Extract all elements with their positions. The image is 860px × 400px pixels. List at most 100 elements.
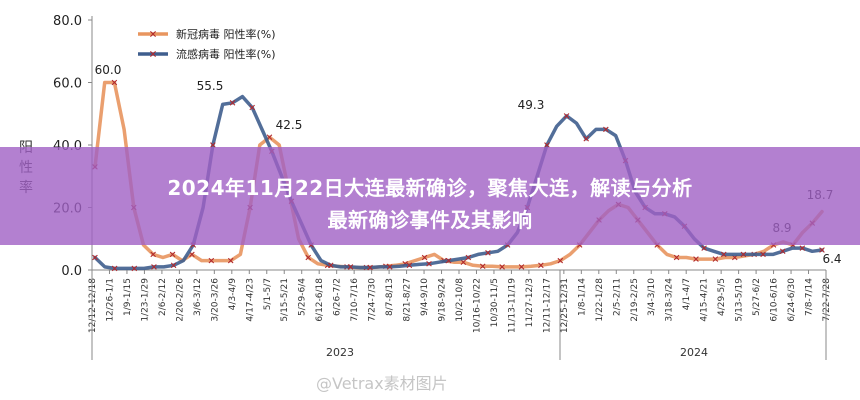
data-point-marker	[92, 254, 98, 261]
banner-title-line-2: 最新确诊事件及其影响	[327, 208, 533, 232]
legend-marker	[150, 51, 156, 57]
legend-marker	[150, 31, 156, 37]
x-tick-label: 9/4-9/10	[420, 278, 430, 316]
data-point-marker	[111, 79, 118, 86]
data-point-marker	[421, 254, 428, 261]
data-point-marker	[465, 254, 472, 261]
data-point-marker	[170, 262, 177, 269]
x-tick-label: 12/11-12/17	[542, 278, 552, 333]
x-tick-label: 4/29-5/5	[717, 278, 727, 316]
data-point-marker	[367, 264, 373, 271]
x-tick-label: 12/12-12/18	[88, 278, 98, 333]
x-tick-label: 4/3-4/9	[228, 278, 238, 310]
data-point-marker	[799, 245, 806, 251]
x-tick-label: 4/1-4/7	[682, 278, 692, 310]
x-tick-label: 2/6-2/12	[158, 278, 168, 316]
x-tick-label: 5/13-5/19	[735, 278, 745, 322]
y-tick-label: 0.0	[61, 264, 82, 279]
x-tick-label: 3/20-3/26	[210, 278, 220, 322]
data-point-marker	[479, 263, 486, 270]
data-label: 42.5	[276, 118, 303, 132]
x-tick-label: 10/30-11/5	[490, 278, 500, 327]
x-tick-label: 11/27-12/3	[525, 278, 535, 327]
x-tick-label: 7/8-7/14	[805, 278, 815, 316]
x-tick-label: 7/10-7/16	[350, 278, 360, 322]
data-point-marker	[445, 257, 452, 264]
y-tick-label: 80.0	[53, 14, 82, 29]
data-point-marker	[557, 257, 564, 264]
data-point-marker	[693, 256, 699, 262]
data-point-marker	[426, 260, 432, 267]
x-tick-label: 6/26-7/2	[333, 278, 343, 316]
x-tick-label: 12/25-12/31	[560, 278, 570, 333]
x-tick-label: 6/12-6/18	[315, 278, 325, 322]
x-tick-label: 1/22-1/28	[595, 278, 605, 322]
year-label-2024: 2024	[680, 346, 708, 359]
x-tick-label: 9/18-9/24	[438, 278, 448, 322]
data-point-marker	[499, 264, 505, 270]
data-point-marker	[227, 257, 234, 264]
data-point-marker	[305, 254, 312, 261]
x-tick-label: 10/16-10/22	[472, 278, 482, 333]
data-point-marker	[740, 251, 747, 258]
data-point-marker	[151, 264, 157, 270]
data-point-marker	[603, 126, 609, 133]
data-point-marker	[386, 264, 393, 270]
legend-label: 流感病毒 阳性率(%)	[176, 47, 276, 61]
data-point-marker	[779, 248, 786, 255]
x-tick-label: 2/5-2/11	[612, 278, 622, 316]
data-point-marker	[131, 265, 138, 272]
data-point-marker	[538, 262, 544, 269]
data-point-marker	[150, 251, 156, 258]
x-tick-label: 7/24-7/30	[368, 278, 378, 322]
data-point-marker	[563, 113, 570, 119]
data-label: 6.4	[822, 252, 841, 266]
data-point-marker	[347, 264, 354, 270]
data-point-marker	[712, 256, 719, 262]
banner-title-line-1: 2024年11月22日大连最新确诊，聚焦大连，解读与分析	[167, 176, 693, 200]
x-tick-label: 2/19-2/25	[630, 278, 640, 322]
x-tick-label: 5/1-5/7	[263, 278, 273, 310]
x-tick-label: 10/2-10/8	[455, 278, 465, 322]
data-point-marker	[327, 262, 334, 269]
title-banner	[0, 147, 860, 245]
data-point-marker	[760, 251, 766, 258]
data-point-marker	[518, 264, 525, 270]
data-point-marker	[111, 265, 118, 272]
data-label: 49.3	[518, 98, 545, 112]
x-tick-label: 4/15-4/21	[700, 278, 710, 322]
x-tick-label: 6/24-6/30	[787, 278, 797, 322]
x-tick-label: 1/8-1/14	[577, 278, 587, 316]
flu-line	[93, 94, 824, 271]
data-point-marker	[544, 142, 550, 148]
data-point-marker	[249, 104, 255, 111]
x-tick-label: 4/17-4/23	[245, 278, 255, 322]
data-point-marker	[460, 259, 467, 265]
x-tick-label: 3/18-3/24	[665, 278, 675, 322]
data-point-marker	[229, 100, 236, 106]
watermark: @Vetrax素材图片	[316, 374, 448, 393]
data-point-marker	[583, 135, 590, 142]
data-point-marker	[210, 142, 216, 148]
legend: 新冠病毒 阳性率(%) 流感病毒 阳性率(%)	[138, 27, 276, 61]
data-point-marker	[701, 245, 707, 251]
data-point-marker	[485, 250, 491, 256]
year-label-2023: 2023	[326, 346, 354, 359]
data-point-marker	[720, 251, 727, 258]
x-tick-label: 3/6-3/12	[193, 278, 203, 316]
data-label: 60.0	[95, 63, 122, 77]
covid-line	[93, 80, 824, 270]
data-point-marker	[406, 262, 413, 269]
data-point-marker	[169, 251, 176, 258]
data-point-marker	[208, 257, 215, 264]
x-tick-label: 5/29-6/4	[298, 278, 308, 316]
x-tick-label: 11/13-11/19	[507, 278, 517, 333]
data-point-marker	[673, 254, 680, 261]
x-tick-label: 1/9-1/15	[123, 278, 133, 316]
x-tick-label: 5/27-6/2	[752, 278, 762, 316]
x-tick-label: 7/22-7/28	[822, 278, 832, 322]
x-tick-label: 5/15-5/21	[280, 278, 290, 322]
legend-label: 新冠病毒 阳性率(%)	[176, 27, 276, 41]
x-tick-label: 8/7-8/13	[385, 278, 395, 316]
